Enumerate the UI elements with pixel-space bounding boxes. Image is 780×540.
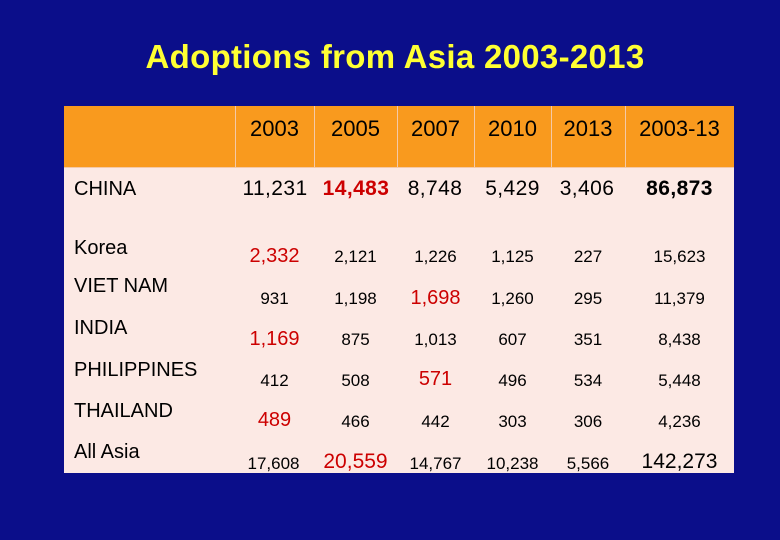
row-label-china: CHINA <box>74 178 137 200</box>
table-cell: 3,406 <box>559 177 615 200</box>
table-cell: 496 <box>498 371 527 390</box>
column-divider <box>314 106 315 167</box>
table-cell: 931 <box>260 289 289 308</box>
table-cell: 1,013 <box>414 330 457 349</box>
column-header-2007: 2007 <box>411 116 460 141</box>
table-cell: 412 <box>260 371 289 390</box>
table-cell: 1,125 <box>491 247 534 266</box>
table-cell: 1,698 <box>410 287 461 309</box>
table-cell: 10,238 <box>486 454 539 473</box>
table-cell: 607 <box>498 330 527 349</box>
page-title: Adoptions from Asia 2003-2013 <box>145 38 645 75</box>
table-cell: 466 <box>341 412 370 431</box>
header-divider <box>64 167 734 168</box>
table-cell: 508 <box>341 371 370 390</box>
row-label-philippines: PHILIPPINES <box>74 359 198 381</box>
table-cell: 2,121 <box>334 247 377 266</box>
table-cell: 571 <box>418 368 453 390</box>
column-divider <box>625 106 626 167</box>
table-cell: 306 <box>573 412 603 431</box>
table-cell: 11,231 <box>242 177 308 200</box>
row-label-thailand: THAILAND <box>74 400 173 422</box>
column-header-2003: 2003 <box>250 116 299 141</box>
column-divider <box>235 106 236 167</box>
table-cell: 442 <box>421 412 450 431</box>
table-cell: 8,438 <box>658 330 701 349</box>
column-header-2010: 2010 <box>488 116 537 141</box>
table-cell: 15,623 <box>653 247 706 266</box>
row-label-india: INDIA <box>74 317 128 339</box>
table-cell: 14,767 <box>409 454 462 473</box>
table-cell: 142,273 <box>641 450 718 473</box>
table-cell: 8,748 <box>407 177 463 200</box>
column-header-2003-13: 2003-13 <box>639 116 720 141</box>
table-cell: 1,226 <box>414 247 457 266</box>
table-cell: 2,332 <box>249 245 300 267</box>
table-cell: 17,608 <box>247 454 300 473</box>
table-cell: 14,483 <box>322 177 390 200</box>
table-cell: 5,448 <box>658 371 701 390</box>
table-cell: 875 <box>341 330 370 349</box>
table-cell: 5,566 <box>566 454 610 473</box>
column-header-2013: 2013 <box>563 116 613 141</box>
column-divider <box>397 106 398 167</box>
table-cell: 4,236 <box>658 412 701 431</box>
table-cell: 5,429 <box>485 177 540 200</box>
table-cell: 1,260 <box>491 289 534 308</box>
table-cell: 295 <box>573 289 603 308</box>
row-label-korea: Korea <box>74 237 128 259</box>
column-divider <box>474 106 475 167</box>
table-cell: 351 <box>573 330 603 349</box>
table-header-band <box>64 106 734 167</box>
row-label-viet-nam: VIET NAM <box>74 275 169 297</box>
adoptions-table: 2003 2005 2007 2010 2013 2003-13 CHINA K… <box>64 106 734 473</box>
column-divider <box>551 106 552 167</box>
table-cell: 303 <box>498 412 527 431</box>
table-cell: 489 <box>257 409 292 431</box>
table-cell: 227 <box>573 247 603 266</box>
table-cell: 1,169 <box>249 328 300 350</box>
table-cell: 20,559 <box>323 450 388 473</box>
table-cell: 1,198 <box>334 289 377 308</box>
table-cell: 11,379 <box>654 289 705 308</box>
row-label-all-asia: All Asia <box>74 441 140 463</box>
table-cell: 534 <box>573 371 603 390</box>
column-header-2005: 2005 <box>331 116 380 141</box>
table-cell: 86,873 <box>646 177 713 200</box>
